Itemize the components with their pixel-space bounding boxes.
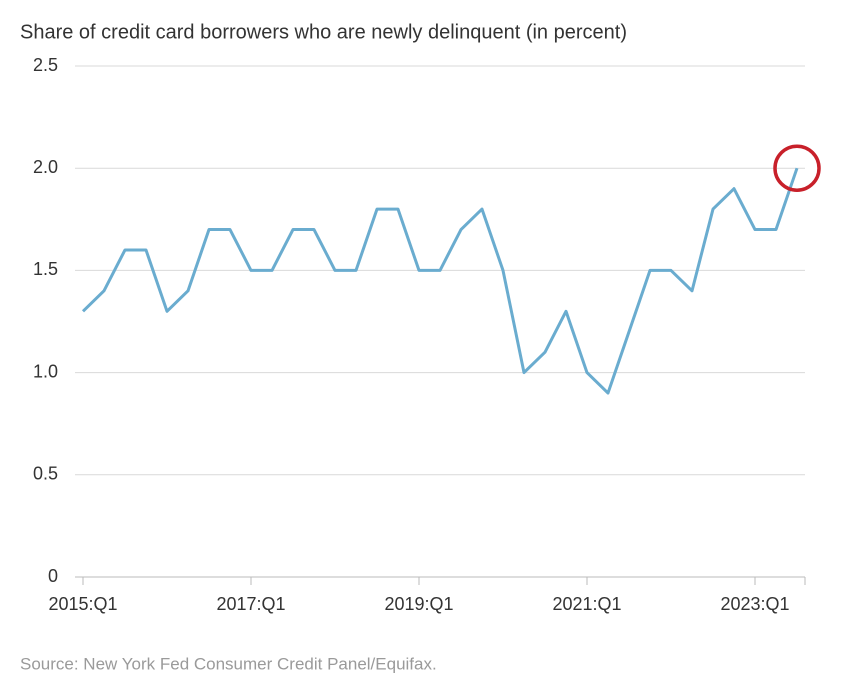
chart-title: Share of credit card borrowers who are n… bbox=[20, 21, 627, 43]
y-tick-label: 2.5 bbox=[33, 55, 58, 75]
x-tick-label: 2021:Q1 bbox=[552, 594, 621, 614]
x-tick-label: 2015:Q1 bbox=[48, 594, 117, 614]
y-tick-label: 1.0 bbox=[33, 361, 58, 381]
y-tick-label: 0.5 bbox=[33, 464, 58, 484]
source-note: Source: New York Fed Consumer Credit Pan… bbox=[20, 654, 437, 673]
y-tick-label: 0 bbox=[48, 566, 58, 586]
x-tick-label: 2023:Q1 bbox=[720, 594, 789, 614]
x-tick-label: 2017:Q1 bbox=[216, 594, 285, 614]
highlight-circle bbox=[773, 144, 821, 192]
data-line bbox=[81, 167, 799, 395]
x-tick-label: 2019:Q1 bbox=[384, 594, 453, 614]
y-tick-label: 2.0 bbox=[33, 157, 58, 177]
y-tick-label: 1.5 bbox=[33, 259, 58, 279]
